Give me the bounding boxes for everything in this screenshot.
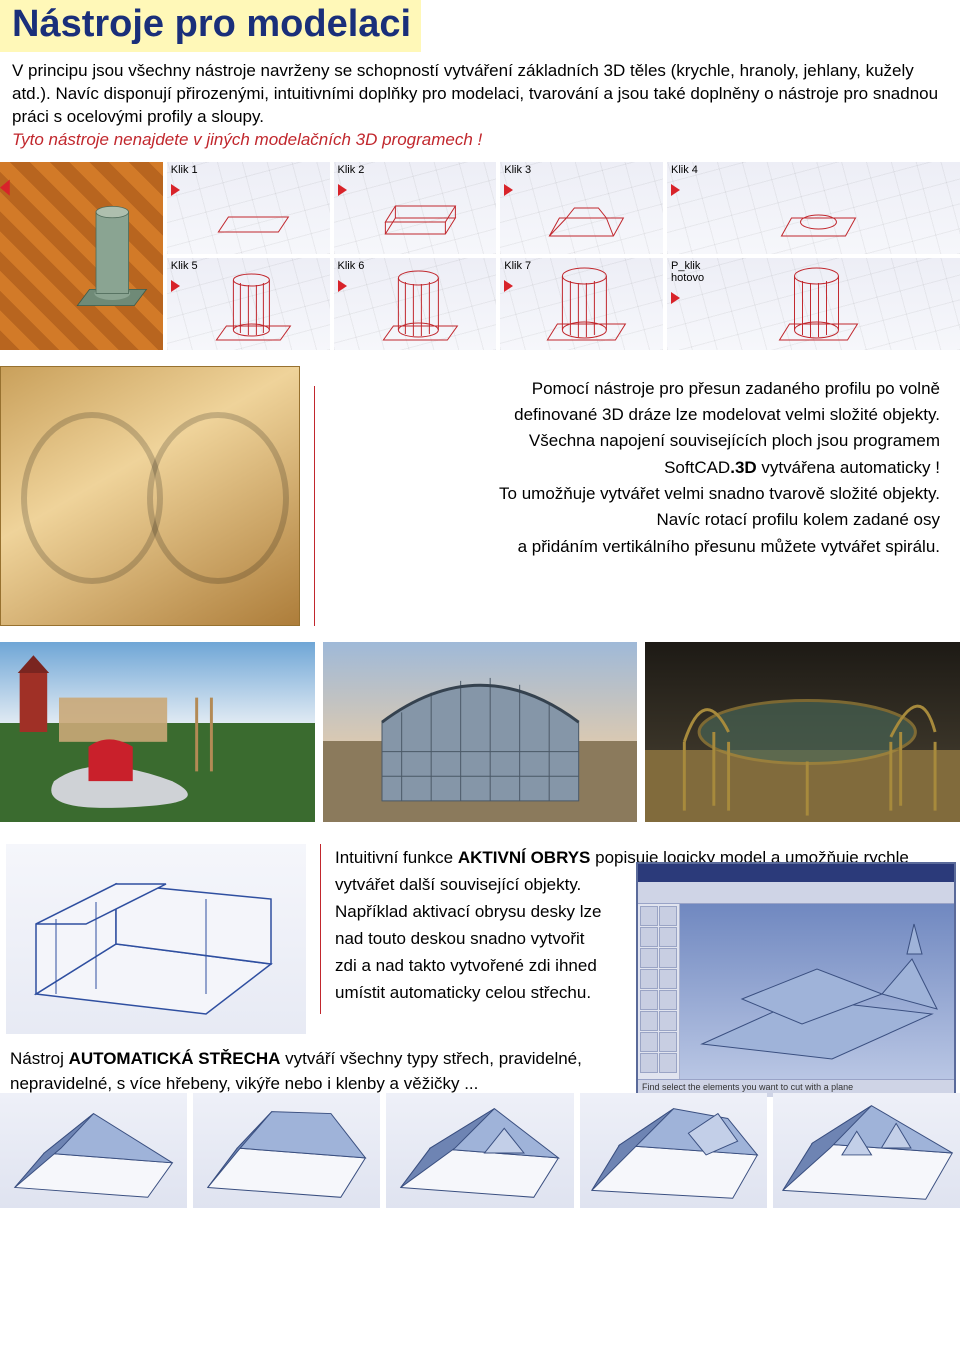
klik-step-6: Klik 6: [334, 258, 497, 350]
klik-final-l2: hotovo: [671, 272, 704, 284]
render-glasshouse: [323, 642, 638, 822]
klik-label: Klik 7: [504, 260, 531, 272]
roof-bold: AUTOMATICKÁ STŘECHA: [69, 1049, 281, 1068]
roof-type-2: [193, 1093, 380, 1208]
arrow-icon: [671, 292, 680, 304]
p2-l1: Pomocí nástroje pro přesun zadaného prof…: [329, 376, 940, 402]
p2-l6: Navíc rotací profilu kolem zadané osy: [329, 507, 940, 533]
render-carved-box: [0, 366, 300, 626]
klik-step-2: Klik 2: [334, 162, 497, 254]
arrow-icon: [338, 280, 347, 292]
roof-type-5: [773, 1093, 960, 1208]
arrow-icon: [504, 184, 513, 196]
p2-l4: SoftCAD.3D vytvářena automaticky !: [329, 455, 940, 481]
section-active-outline: Intuitivní funkce AKTIVNÍ OBRYS popisuje…: [0, 822, 960, 1097]
divider-line: [320, 844, 321, 1014]
klik-label: P_klik hotovo: [671, 260, 704, 284]
outline-model: [6, 844, 306, 1034]
klik-step-3: Klik 3: [500, 162, 663, 254]
klik-render-preview: [0, 162, 163, 350]
profile-paragraph: Pomocí nástroje pro přesun zadaného prof…: [329, 366, 952, 626]
klik-step-1: Klik 1: [167, 162, 330, 254]
roof-strip: [0, 1093, 960, 1208]
section-profile-tool: Pomocí nástroje pro přesun zadaného prof…: [0, 350, 960, 632]
arrow-icon: [504, 280, 513, 292]
arrow-icon: [338, 184, 347, 196]
p2-suffix: vytvářena automaticky !: [757, 458, 940, 477]
render-gallery: [0, 632, 960, 822]
p2-softcad: SoftCAD: [664, 458, 730, 477]
roof-type-1: [0, 1093, 187, 1208]
screenshot-toolbar: [638, 882, 954, 904]
klik-step-5: Klik 5: [167, 258, 330, 350]
arrow-icon: [171, 184, 180, 196]
klik-label: Klik 5: [171, 260, 198, 272]
p2-l2: definované 3D dráze lze modelovat velmi …: [329, 402, 940, 428]
intro-block: V principu jsou všechny nástroje navržen…: [0, 52, 960, 156]
klik-step-4: Klik 4: [667, 162, 960, 254]
klik-label: Klik 2: [338, 164, 365, 176]
klik-step-7: Klik 7: [500, 258, 663, 350]
screenshot-canvas: [680, 904, 954, 1079]
klik-step-final: P_klik hotovo: [667, 258, 960, 350]
intro-emphasis: Tyto nástroje nenajdete v jiných modelač…: [12, 130, 482, 149]
roof-paragraph: Nástroj AUTOMATICKÁ STŘECHA vytváří všec…: [0, 1038, 600, 1097]
roof-type-4: [580, 1093, 767, 1208]
klik-label: Klik 6: [338, 260, 365, 272]
divider-line: [314, 386, 315, 626]
p2-l5: To umožňuje vytvářet velmi snadno tvarov…: [329, 481, 940, 507]
klik-label: Klik 3: [504, 164, 531, 176]
arrow-icon: [171, 280, 180, 292]
roof-prefix: Nástroj: [10, 1049, 69, 1068]
klik-label: Klik 4: [671, 164, 698, 176]
klik-label: Klik 1: [171, 164, 198, 176]
render-playground: [0, 642, 315, 822]
page-title: Nástroje pro modelaci: [0, 0, 421, 52]
p2-l3: Všechna napojení souvisejících ploch jso…: [329, 428, 940, 454]
p3-prefix: Intuitivní funkce: [335, 848, 458, 867]
render-table-chairs: [645, 642, 960, 822]
klik-grid: Klik 1 Klik 2 Klik 3 Klik 4: [0, 156, 960, 350]
p3-bold: AKTIVNÍ OBRYS: [458, 848, 591, 867]
arrow-icon: [671, 184, 680, 196]
p2-3d: .3D: [730, 458, 756, 477]
screenshot-palette: [638, 904, 680, 1079]
app-screenshot: Find select the elements you want to cut…: [636, 862, 956, 1097]
screenshot-titlebar: [638, 864, 954, 882]
roof-type-3: [386, 1093, 573, 1208]
p2-l7: a přidáním vertikálního přesunu můžete v…: [329, 534, 940, 560]
klik-final-l1: P_klik: [671, 260, 700, 272]
intro-text: V principu jsou všechny nástroje navržen…: [12, 61, 938, 126]
